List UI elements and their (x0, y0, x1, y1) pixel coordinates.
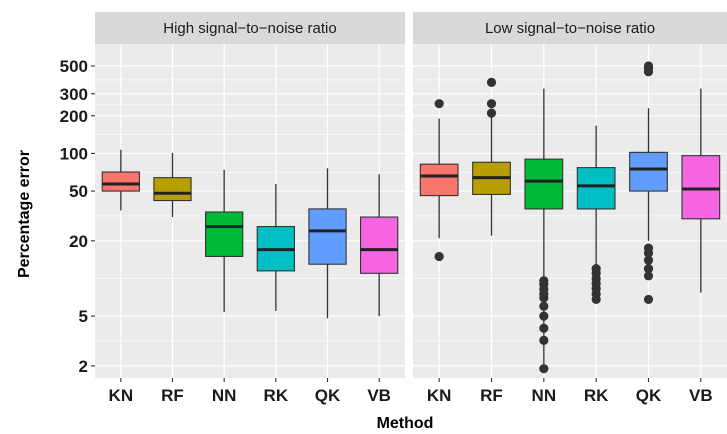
y-tick-label: 200 (60, 107, 88, 126)
x-tick-label: RF (480, 386, 503, 405)
panel-title: Low signal−to−noise ratio (485, 20, 655, 37)
outlier-point (643, 243, 654, 253)
x-tick-label: NN (532, 386, 557, 405)
x-tick-label: KN (109, 386, 134, 405)
x-tick-label: QK (636, 386, 662, 405)
box-rf (153, 177, 192, 202)
x-tick-label: VB (367, 386, 391, 405)
outlier-point (643, 263, 654, 274)
outlier-point (486, 108, 497, 118)
outlier-point (539, 335, 549, 345)
outlier-point (539, 323, 549, 333)
outlier-point (434, 99, 444, 109)
box-nn (205, 211, 244, 258)
box-qk (308, 208, 347, 265)
outlier-point (643, 61, 654, 71)
y-tick-label: 100 (60, 144, 88, 163)
box-kn (101, 171, 140, 192)
outlier-point (643, 294, 654, 305)
box-vb (360, 216, 399, 274)
outlier-point (539, 276, 549, 286)
panel-strip (95, 12, 405, 44)
y-axis-title: Percentage error (16, 150, 33, 278)
x-tick-label: NN (212, 386, 237, 405)
outlier-point (434, 251, 444, 262)
outlier-point (591, 263, 601, 274)
outlier-point (539, 311, 549, 321)
x-tick-label: RK (264, 386, 289, 405)
y-tick-label: 5 (79, 307, 88, 326)
outlier-point (539, 364, 549, 374)
box-nn (524, 158, 564, 210)
y-tick-label: 300 (60, 85, 88, 104)
x-tick-label: RK (584, 386, 609, 405)
panel-strip (413, 12, 727, 44)
y-tick-label: 2 (79, 357, 88, 376)
outlier-point (486, 77, 497, 87)
x-tick-label: RF (161, 386, 184, 405)
outlier-point (643, 271, 654, 281)
x-tick-label: KN (427, 386, 452, 405)
outlier-point (643, 255, 654, 265)
x-tick-label: QK (315, 386, 341, 405)
box-kn (419, 163, 459, 197)
box-vb (681, 155, 721, 220)
panel-background (95, 44, 405, 378)
outlier-point (486, 99, 497, 109)
outlier-point (539, 301, 549, 311)
box-qk (629, 151, 668, 192)
box-rk (576, 167, 616, 210)
y-tick-label: 500 (60, 57, 88, 76)
y-tick-label: 50 (69, 182, 88, 201)
x-tick-label: VB (689, 386, 713, 405)
x-axis-title: Method (377, 415, 434, 432)
panel-background (413, 44, 727, 378)
panel-title: High signal−to−noise ratio (163, 20, 336, 37)
y-tick-label: 20 (69, 232, 88, 251)
